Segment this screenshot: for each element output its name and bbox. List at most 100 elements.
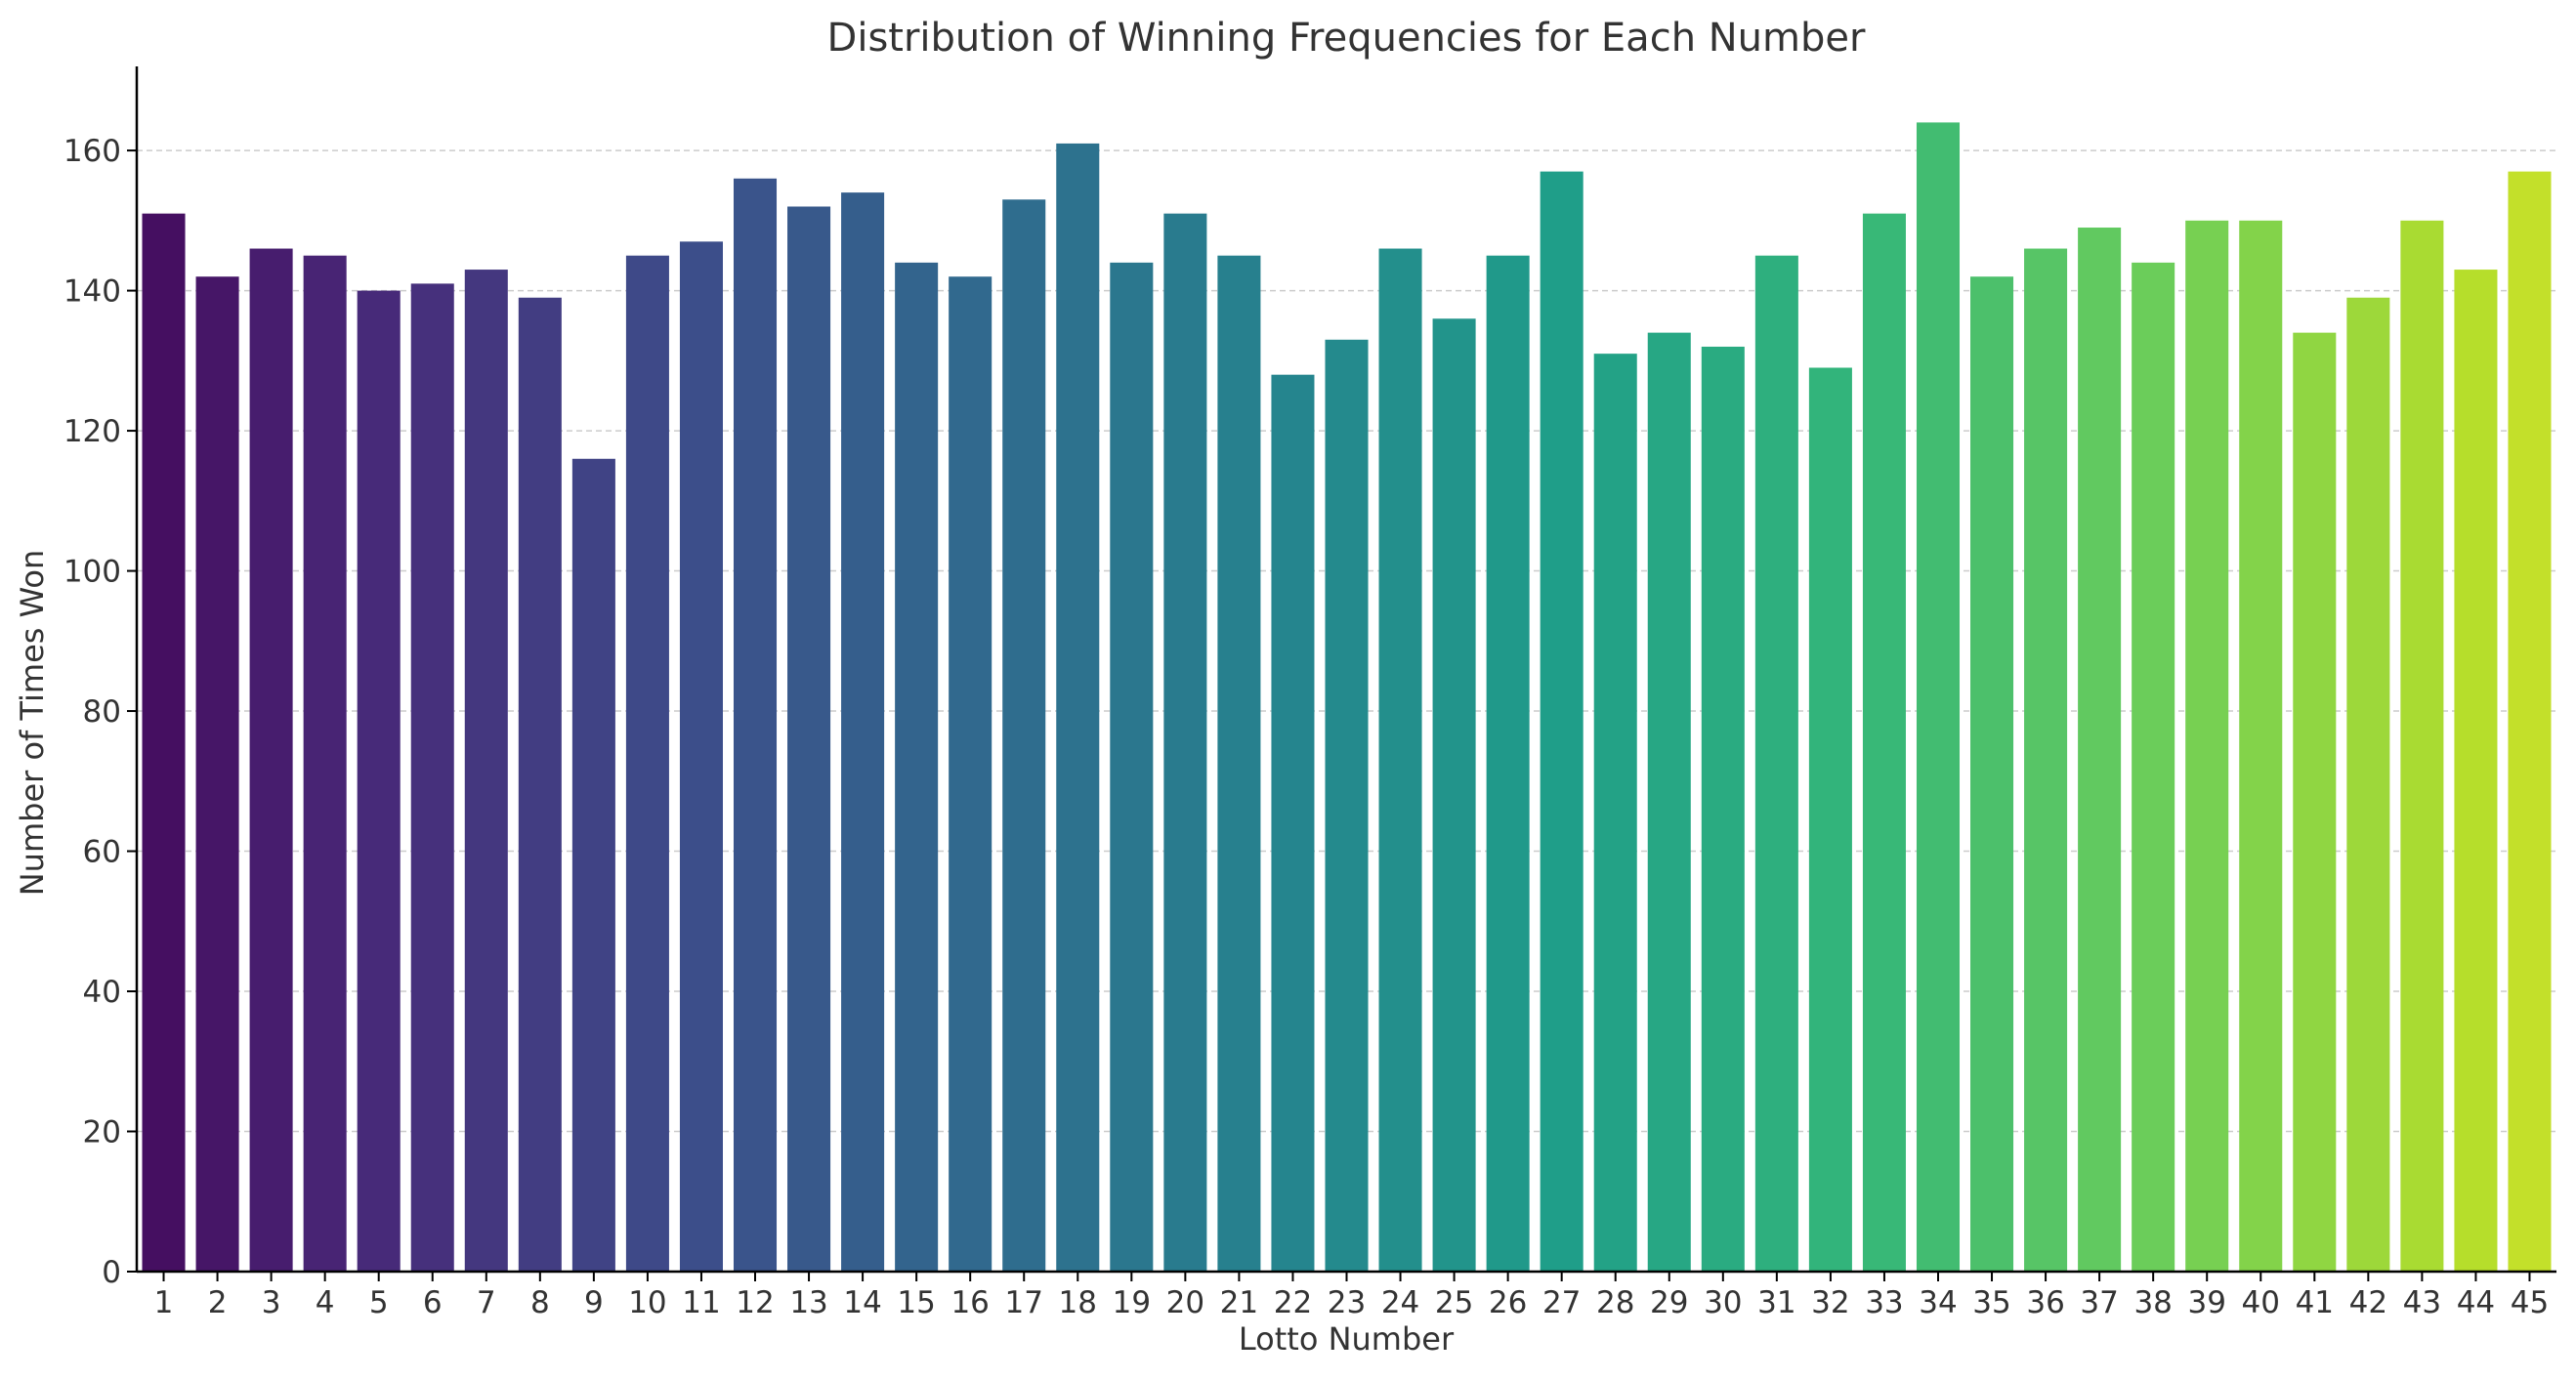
bar bbox=[571, 458, 615, 1272]
y-axis-label: Number of Times Won bbox=[14, 550, 51, 897]
x-tick-label: 9 bbox=[584, 1285, 604, 1320]
x-tick-label: 43 bbox=[2403, 1285, 2441, 1320]
bar bbox=[2400, 220, 2444, 1273]
bar bbox=[733, 178, 778, 1273]
x-tick-label: 3 bbox=[262, 1285, 281, 1320]
y-tick-label: 40 bbox=[83, 975, 121, 1010]
bar bbox=[1593, 354, 1637, 1273]
x-tick-label: 45 bbox=[2511, 1285, 2549, 1320]
x-tick-label: 11 bbox=[682, 1285, 720, 1320]
bar bbox=[1110, 262, 1154, 1272]
x-tick-label: 8 bbox=[530, 1285, 550, 1320]
x-tick-label: 27 bbox=[1542, 1285, 1581, 1320]
bar bbox=[625, 255, 669, 1273]
bar bbox=[518, 297, 562, 1272]
x-tick-label: 24 bbox=[1381, 1285, 1419, 1320]
x-tick-label: 39 bbox=[2187, 1285, 2225, 1320]
bar bbox=[1217, 255, 1261, 1273]
bar bbox=[303, 255, 347, 1273]
bar bbox=[1970, 276, 2014, 1272]
bar bbox=[1701, 346, 1745, 1272]
x-tick-label: 14 bbox=[843, 1285, 881, 1320]
x-tick-label: 41 bbox=[2296, 1285, 2334, 1320]
y-tick-label: 100 bbox=[63, 555, 121, 590]
bar bbox=[787, 206, 831, 1272]
x-tick-label: 25 bbox=[1435, 1285, 1473, 1320]
x-axis-label: Lotto Number bbox=[1239, 1320, 1455, 1358]
y-tick-label: 140 bbox=[63, 274, 121, 310]
x-tick-label: 2 bbox=[208, 1285, 228, 1320]
bar bbox=[2454, 270, 2498, 1273]
chart-title: Distribution of Winning Frequencies for … bbox=[827, 16, 1866, 61]
x-tick-label: 31 bbox=[1757, 1285, 1795, 1320]
y-tick-labels: 0 20 40 60 80 100 120 140 160 bbox=[63, 134, 121, 1290]
x-tick-label: 5 bbox=[369, 1285, 389, 1320]
bar bbox=[2078, 228, 2122, 1273]
y-tick-label: 120 bbox=[63, 414, 121, 449]
bar bbox=[1916, 122, 1961, 1272]
bar bbox=[841, 192, 885, 1273]
y-tick-label: 160 bbox=[63, 134, 121, 169]
x-tick-label: 20 bbox=[1166, 1285, 1204, 1320]
x-tick-label: 6 bbox=[423, 1285, 443, 1320]
x-tick-label: 22 bbox=[1274, 1285, 1312, 1320]
bar bbox=[1808, 367, 1852, 1272]
x-tick-label: 29 bbox=[1650, 1285, 1688, 1320]
x-tick-label: 37 bbox=[2080, 1285, 2118, 1320]
bar bbox=[2024, 248, 2068, 1272]
axes bbox=[127, 66, 2556, 1281]
bar bbox=[1271, 374, 1315, 1272]
bar bbox=[464, 270, 508, 1273]
bar bbox=[2132, 262, 2175, 1272]
y-tick-label: 20 bbox=[83, 1115, 121, 1150]
bar bbox=[679, 241, 723, 1272]
x-tick-label: 18 bbox=[1059, 1285, 1097, 1320]
x-tick-label: 30 bbox=[1704, 1285, 1742, 1320]
x-tick-label: 42 bbox=[2349, 1285, 2387, 1320]
bar bbox=[1647, 332, 1691, 1272]
x-tick-label: 33 bbox=[1865, 1285, 1903, 1320]
y-tick-label: 0 bbox=[102, 1255, 121, 1290]
bar bbox=[949, 276, 992, 1272]
x-tick-label: 35 bbox=[1972, 1285, 2010, 1320]
bar bbox=[1540, 171, 1584, 1273]
bar bbox=[2239, 220, 2283, 1273]
x-tick-label: 38 bbox=[2133, 1285, 2172, 1320]
x-tick-label: 4 bbox=[316, 1285, 335, 1320]
y-tick-label: 80 bbox=[83, 694, 121, 730]
x-tick-label: 21 bbox=[1220, 1285, 1258, 1320]
bar bbox=[2293, 332, 2337, 1272]
x-tick-label: 36 bbox=[2026, 1285, 2064, 1320]
bar bbox=[2346, 297, 2390, 1272]
x-tick-label: 19 bbox=[1113, 1285, 1151, 1320]
bar bbox=[195, 276, 239, 1272]
x-tick-label: 26 bbox=[1489, 1285, 1527, 1320]
bar bbox=[410, 283, 454, 1272]
bar bbox=[357, 290, 401, 1272]
x-tick-label: 7 bbox=[477, 1285, 496, 1320]
bar bbox=[1002, 199, 1046, 1272]
x-tick-label: 28 bbox=[1596, 1285, 1634, 1320]
bar bbox=[142, 213, 186, 1272]
x-tick-label: 32 bbox=[1811, 1285, 1849, 1320]
bar bbox=[1163, 213, 1207, 1272]
bar bbox=[2185, 220, 2229, 1273]
x-tick-label: 10 bbox=[628, 1285, 666, 1320]
bars bbox=[142, 122, 2552, 1273]
x-tick-label: 13 bbox=[789, 1285, 827, 1320]
bar bbox=[895, 262, 939, 1272]
x-tick-label: 34 bbox=[1919, 1285, 1957, 1320]
bar bbox=[1862, 213, 1906, 1272]
bar bbox=[1754, 255, 1798, 1273]
x-tick-label: 16 bbox=[950, 1285, 989, 1320]
x-tick-label: 15 bbox=[897, 1285, 935, 1320]
bar bbox=[1378, 248, 1422, 1272]
bar bbox=[1056, 143, 1100, 1273]
bar bbox=[249, 248, 293, 1272]
bar bbox=[1486, 255, 1530, 1273]
bar bbox=[2508, 171, 2552, 1273]
x-tick-label: 23 bbox=[1328, 1285, 1366, 1320]
x-tick-label: 44 bbox=[2457, 1285, 2495, 1320]
